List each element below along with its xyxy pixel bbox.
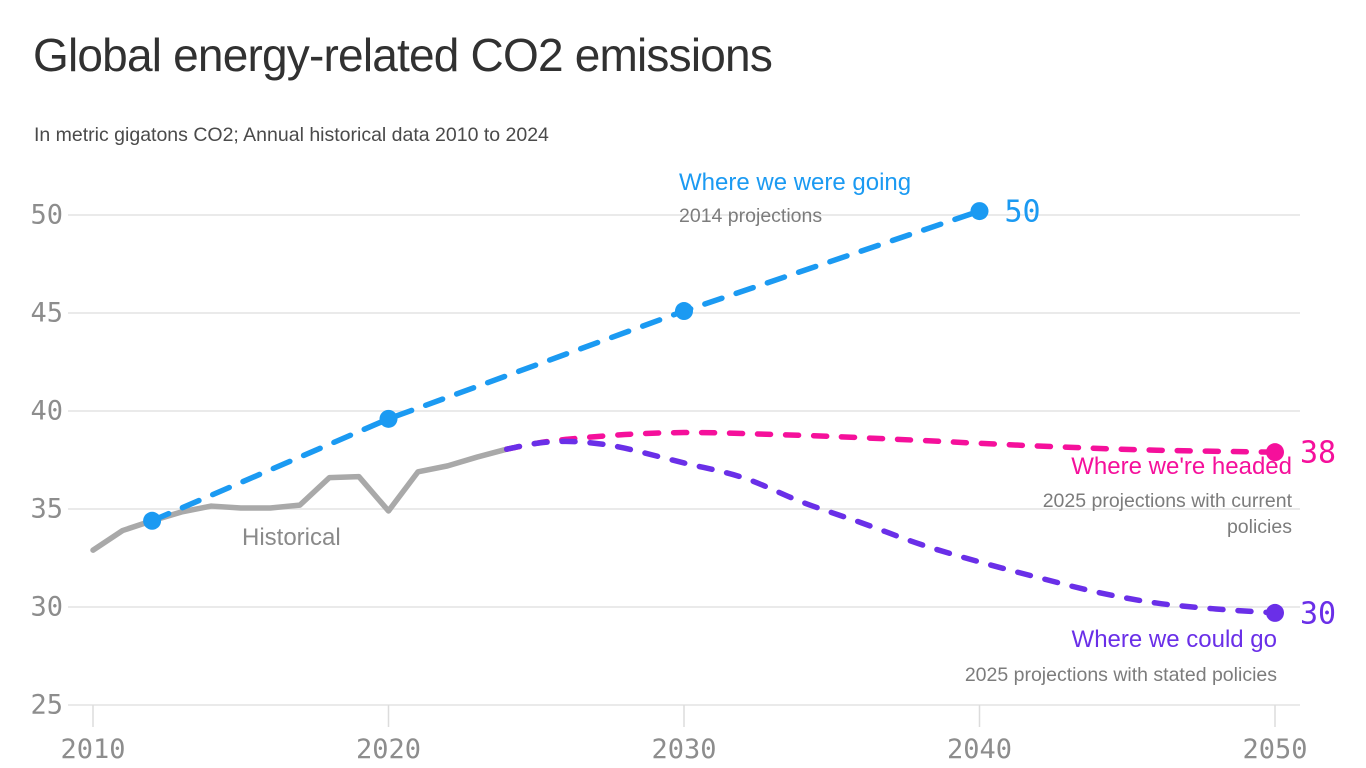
data-point-marker (1266, 443, 1284, 462)
data-point-marker (143, 511, 162, 530)
x-axis: 2010 2020 2030 2040 2050 (60, 705, 1308, 765)
x-axis-label: 2010 (60, 734, 125, 765)
series-sublabel-were-going: 2014 projections (679, 205, 823, 227)
data-point-marker (1266, 603, 1284, 622)
series-line-where-we-could-go (503, 438, 1278, 616)
y-axis-label: 25 (30, 690, 63, 721)
x-axis-label: 2050 (1242, 734, 1307, 765)
annotation-where-we-were-going: Where we were going 2014 projections (679, 168, 911, 229)
x-axis-label: 2040 (947, 734, 1012, 765)
annotation-where-were-headed: Where we're headed 2025 projections with… (990, 452, 1292, 540)
page-title: Global energy-related CO2 emissions (33, 29, 773, 81)
series-label-could-go: Where we could go (1071, 626, 1277, 653)
annotation-where-we-could-go: Where we could go 2025 projections with … (965, 625, 1277, 688)
series-lines (90, 208, 1278, 616)
y-axis-label: 45 (30, 298, 63, 329)
data-point-marker (675, 302, 693, 321)
y-axis-label: 50 (30, 200, 63, 231)
y-axis-label: 30 (30, 592, 63, 623)
series-markers: 38 30 50 (143, 195, 1336, 631)
y-axis-label: 35 (30, 494, 63, 525)
series-label-were-going: Where we were going (679, 169, 912, 196)
series-label-headed: Where we're headed (1071, 453, 1292, 480)
page-subtitle: In metric gigatons CO2; Annual historica… (34, 124, 549, 146)
end-value-label: 38 (1300, 436, 1336, 471)
data-point-marker (970, 202, 989, 221)
x-axis-label: 2030 (651, 734, 716, 765)
series-line-where-we-were-going (149, 208, 983, 524)
annotation-historical: Historical (242, 524, 341, 551)
x-axis-label: 2020 (356, 734, 421, 765)
end-value-label: 50 (1005, 195, 1041, 230)
data-point-marker (379, 409, 398, 428)
series-sublabel-headed: 2025 projections with current policies (1042, 490, 1292, 538)
end-value-label: 30 (1300, 596, 1336, 631)
y-axis-label: 40 (30, 396, 63, 427)
series-sublabel-could-go: 2025 projections with stated policies (964, 664, 1277, 686)
